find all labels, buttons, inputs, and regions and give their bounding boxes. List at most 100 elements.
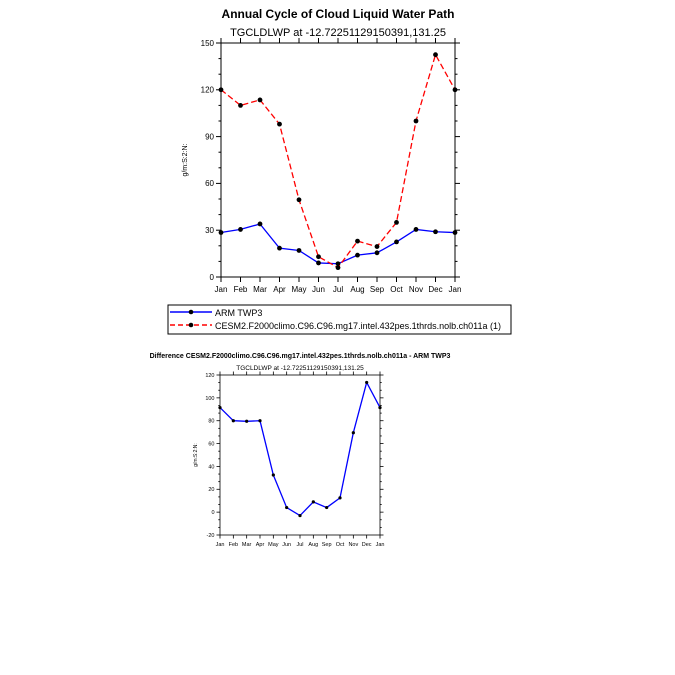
chart1-y-ticks: 0 30 60 90 120 150 (201, 39, 460, 282)
chart2-x-tick-label: Nov (348, 542, 358, 548)
chart2-x-tick-label: May (268, 542, 279, 548)
chart2-x-tick-label: Jun (282, 542, 291, 548)
chart1-series-0-point (257, 221, 263, 227)
chart1-y-axis-label: g/m:S:2:N: (182, 143, 189, 176)
chart2-series-0-point (311, 500, 315, 504)
legend-label-cesm: CESM2.F2000climo.C96.C96.mg17.intel.432p… (215, 321, 501, 331)
chart2-x-tick-label: Oct (336, 542, 345, 548)
chart2-y-tick-label: 120 (205, 373, 214, 379)
chart1-title: Annual Cycle of Cloud Liquid Water Path (222, 7, 455, 21)
chart1-series-0-point (413, 227, 419, 232)
chart1-y-tick-label: 0 (210, 273, 215, 282)
chart2-x-tick-label: Jan (376, 542, 385, 548)
difference-chart: Difference CESM2.F2000climo.C96.C96.mg17… (150, 353, 451, 548)
chart2-x-tick-label: Apr (256, 542, 265, 548)
chart1-series-1-point (335, 265, 341, 271)
chart1-series-0-point (355, 252, 360, 258)
chart2-y-tick-label: 20 (208, 487, 214, 493)
chart1-series-1-point (433, 52, 438, 58)
chart1-legend: ARM TWP3 CESM2.F2000climo.C96.C96.mg17.i… (167, 304, 512, 335)
chart2-y-tick-label: 0 (211, 510, 214, 516)
chart2-series-line-0 (219, 380, 381, 517)
chart2-x-tick-label: Feb (229, 542, 238, 548)
chart2-y-tick-label: 100 (205, 396, 214, 402)
chart1-x-tick-label: Jan (449, 285, 462, 294)
chart1-series-0-point (277, 245, 282, 251)
chart1-series-0-point (316, 260, 321, 266)
chart1-x-ticks: Jan Feb Mar Apr May Jun Jul Aug Sep Oct Nov Dec Jan (215, 38, 462, 294)
chart2-series-0-point (351, 431, 355, 435)
chart1-series-1-point (238, 103, 243, 108)
chart1-x-tick-label: Apr (273, 285, 286, 294)
chart2-series-0-point (298, 513, 302, 518)
chart1-x-tick-label: Mar (253, 285, 267, 294)
chart1-x-tick-label: Jan (215, 285, 228, 294)
legend-box (167, 304, 512, 335)
annual-cycle-chart: Annual Cycle of Cloud Liquid Water Path … (182, 7, 461, 294)
chart2-y-ticks: -20 0 20 40 60 80 100 120 (205, 373, 384, 539)
chart1-subtitle: TGCLDLWP at -12.72251129150391,131.25 (230, 27, 446, 39)
chart2-y-tick-label: 40 (208, 464, 214, 470)
chart2-y-tick-label: 60 (208, 441, 214, 447)
chart1-series-1-point (374, 244, 380, 249)
chart1-series-0-point (394, 239, 399, 245)
chart1-y-tick-label: 30 (205, 226, 214, 235)
chart2-series-0-point (231, 419, 235, 423)
chart2-series-0-point (378, 405, 382, 410)
chart1-series-0-point (218, 230, 224, 235)
chart2-y-axis-label: g/m:S:2:N: (193, 443, 199, 467)
chart2-series-0-point (285, 505, 289, 510)
chart1-x-tick-label: Feb (234, 285, 248, 294)
chart1-y-tick-label: 120 (201, 86, 215, 95)
legend-label-arm: ARM TWP3 (215, 308, 262, 318)
chart1-series-0-point (296, 248, 302, 253)
chart1-series-1-point (277, 121, 282, 127)
chart2-title: Difference CESM2.F2000climo.C96.C96.mg17… (150, 353, 451, 360)
chart2-series-0-point (338, 496, 342, 500)
chart2-x-tick-label: Dec (362, 542, 372, 548)
chart2-x-ticks: Jan Feb Mar Apr May Jun Jul Aug Sep Oct Nov Dec Jan (216, 371, 385, 548)
chart1-x-tick-label: Jul (333, 285, 343, 294)
chart1-x-tick-label: Oct (390, 285, 403, 294)
chart2-series-0-point (218, 405, 222, 410)
chart1-x-tick-label: Sep (370, 285, 385, 294)
chart2-y-tick-label: -20 (207, 533, 215, 539)
chart2-series (218, 380, 382, 518)
chart1-series-1-point (296, 197, 302, 203)
chart1-series-line-0 (220, 223, 456, 265)
chart1-x-tick-label: Dec (428, 285, 442, 294)
chart2-series-0-point (365, 380, 369, 385)
chart2-x-tick-label: Mar (242, 542, 252, 548)
chart1-series-0-point (433, 229, 438, 235)
chart1-series-1-point (452, 87, 458, 93)
chart2-series-0-point (271, 473, 275, 477)
chart1-series-1-point (316, 254, 321, 260)
chart1-series-1-point (413, 118, 419, 124)
chart1-series-1-point (218, 87, 224, 93)
legend-marker-cesm (188, 322, 194, 328)
chart1-series-1-point (257, 97, 263, 103)
chart1-y-tick-label: 90 (205, 132, 214, 141)
chart1-series-1-point (355, 238, 360, 244)
chart1-series-line-1 (220, 53, 456, 269)
chart2-series-0-point (325, 505, 329, 510)
chart2-x-tick-label: Sep (322, 542, 332, 548)
chart1-y-tick-label: 150 (201, 39, 215, 48)
chart1-x-tick-label: Jun (312, 285, 325, 294)
chart2-series-0-point (258, 419, 262, 423)
chart1-series (218, 52, 458, 271)
chart1-x-tick-label: May (291, 285, 306, 294)
chart2-x-tick-label: Aug (308, 542, 318, 548)
chart2-y-tick-label: 80 (208, 419, 214, 425)
chart1-y-tick-label: 60 (205, 179, 214, 188)
chart2-subtitle: TGCLDLWP at -12.72251129150391,131.25 (236, 365, 364, 372)
chart2-series-0-point (245, 419, 249, 423)
chart1-series-0-point (374, 250, 380, 256)
chart1-series-1-point (394, 220, 399, 225)
chart2-x-tick-label: Jul (296, 542, 303, 548)
chart2-plot-frame (219, 374, 381, 536)
chart1-series-0-point (452, 230, 458, 235)
chart2-x-tick-label: Jan (216, 542, 225, 548)
chart1-plot-frame (220, 42, 456, 278)
